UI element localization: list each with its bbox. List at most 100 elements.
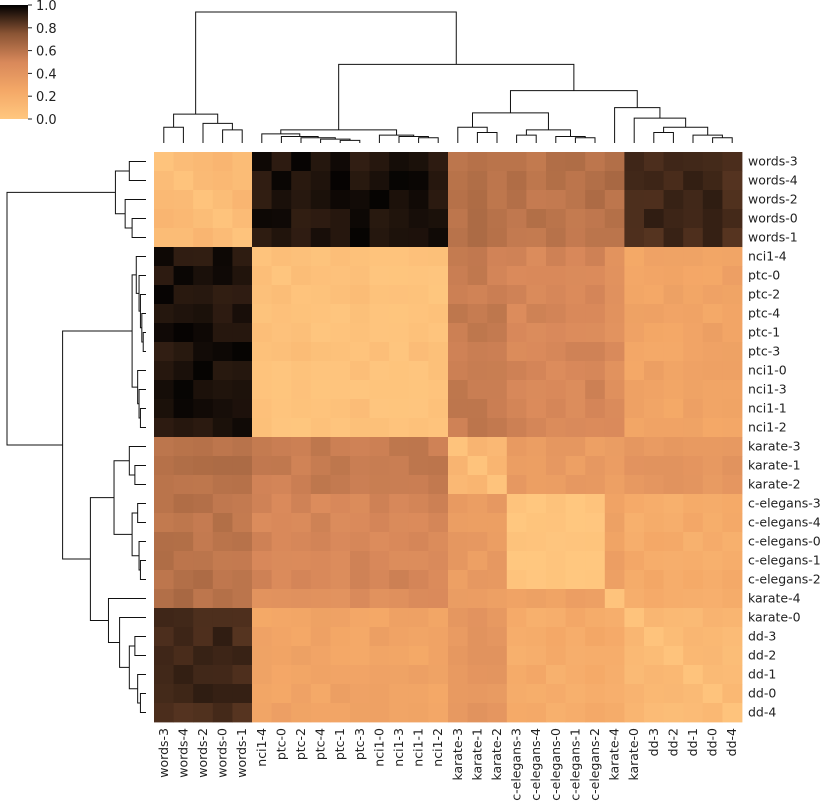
heatmap-cell (291, 589, 312, 609)
heatmap-cell (408, 418, 429, 438)
heatmap-cell (408, 456, 429, 476)
heatmap-cell (154, 342, 174, 362)
heatmap-cell (232, 228, 253, 248)
heatmap-cell (683, 627, 704, 647)
heatmap-cell (624, 285, 645, 305)
heatmap-cell (193, 570, 214, 590)
dendrogram-link (457, 126, 488, 143)
dendrogram-link (113, 460, 133, 535)
heatmap-cell (702, 342, 723, 362)
heatmap-cell (644, 361, 664, 381)
heatmap-cell (546, 532, 566, 552)
heatmap-cell (428, 285, 449, 305)
heatmap-cell (585, 380, 606, 400)
row-label: words-0 (748, 211, 798, 226)
heatmap-cell (487, 456, 508, 476)
heatmap-cell (252, 418, 272, 438)
heatmap-cell (565, 152, 586, 172)
heatmap-cell (467, 399, 488, 419)
heatmap-cell (310, 703, 331, 723)
heatmap-cell (585, 646, 606, 666)
heatmap-cell (604, 399, 625, 419)
heatmap-cell (389, 646, 410, 666)
dendrogram-link (261, 133, 301, 143)
heatmap-cell (663, 589, 684, 609)
dendrogram-link (339, 139, 361, 143)
heatmap-cell (506, 570, 527, 590)
heatmap-cell (428, 380, 449, 400)
heatmap-cell (232, 684, 253, 704)
heatmap-cell (644, 532, 664, 552)
heatmap-cell (644, 703, 664, 723)
heatmap-cell (526, 608, 547, 628)
column-label: ptc-0 (273, 728, 288, 760)
heatmap-cell (271, 456, 292, 476)
heatmap-cell (350, 437, 370, 457)
heatmap-cell (448, 627, 468, 647)
heatmap-cell (428, 570, 449, 590)
heatmap-cell (232, 399, 253, 419)
heatmap-cell (193, 589, 214, 609)
heatmap-cell (487, 703, 508, 723)
heatmap-cell (448, 665, 468, 685)
heatmap-cell (271, 589, 292, 609)
heatmap-cell (173, 190, 194, 210)
heatmap-cell (448, 285, 468, 305)
heatmap-cell (350, 646, 370, 666)
heatmap-cell (232, 513, 253, 533)
heatmap-cell (310, 399, 331, 419)
heatmap-cell (487, 494, 508, 514)
heatmap-cell (546, 209, 566, 229)
heatmap-cell (624, 399, 645, 419)
heatmap-cell (408, 570, 429, 590)
heatmap-cell (291, 171, 312, 191)
heatmap-cell (683, 190, 704, 210)
heatmap-cell (663, 209, 684, 229)
heatmap-cell (565, 190, 586, 210)
heatmap-cell (310, 665, 331, 685)
heatmap-cell (722, 570, 743, 590)
heatmap-cell (487, 152, 508, 172)
heatmap-cell (506, 171, 527, 191)
heatmap-cell (369, 494, 390, 514)
dendrogram-link (378, 134, 415, 143)
heatmap-cell (212, 589, 233, 609)
dendrogram-link (692, 134, 723, 143)
heatmap-cell (644, 570, 664, 590)
heatmap-cell (291, 285, 312, 305)
dendrogram-link (222, 129, 243, 143)
heatmap-cell (271, 285, 292, 305)
heatmap-cell (722, 665, 743, 685)
heatmap-cell (565, 494, 586, 514)
heatmap-cell (212, 304, 233, 324)
colorbar-tick-label: 0.6 (36, 45, 57, 60)
heatmap-cell (271, 532, 292, 552)
heatmap-cell (428, 494, 449, 514)
heatmap-cell (487, 418, 508, 438)
heatmap-cell (193, 665, 214, 685)
heatmap-cell (154, 418, 174, 438)
heatmap-cell (212, 323, 233, 343)
heatmap-cell (252, 361, 272, 381)
heatmap-cell (369, 228, 390, 248)
heatmap-cell (546, 437, 566, 457)
heatmap-cell (644, 209, 664, 229)
heatmap-cell (310, 323, 331, 343)
heatmap-cell (526, 285, 547, 305)
heatmap-cell (702, 437, 723, 457)
heatmap-cell (546, 285, 566, 305)
heatmap-cell (448, 589, 468, 609)
column-label: words-3 (156, 728, 171, 778)
heatmap-cell (624, 703, 645, 723)
heatmap-cell (683, 228, 704, 248)
heatmap-cell (232, 266, 253, 286)
heatmap-cell (506, 361, 527, 381)
heatmap-cell (585, 456, 606, 476)
heatmap-cell (252, 152, 272, 172)
heatmap-cell (369, 513, 390, 533)
heatmap-cell (467, 171, 488, 191)
heatmap-cell (604, 456, 625, 476)
heatmap-cell (350, 209, 370, 229)
heatmap-cell (330, 570, 351, 590)
heatmap-cell (330, 513, 351, 533)
